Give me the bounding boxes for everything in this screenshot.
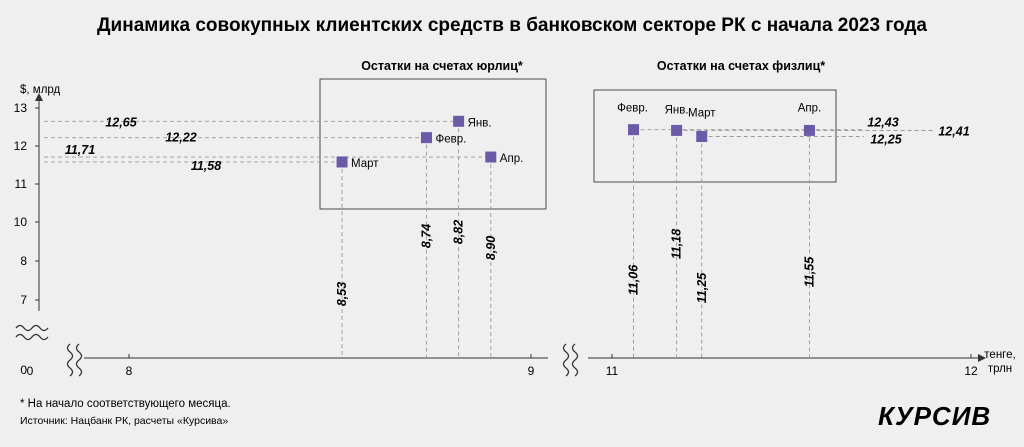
point-month-label: Апр. [500, 153, 524, 165]
x-value-label: 11,18 [670, 229, 684, 259]
point-month-label: Февр. [617, 103, 648, 115]
kursiv-logo: КУРСИВ [878, 401, 991, 431]
x-tick-label: 12 [964, 364, 978, 378]
y-value-label: 11,71 [65, 143, 95, 157]
x-axis-break-icon-2 [562, 343, 579, 377]
individuals-box-title: Остатки на счетах физлиц* [657, 59, 825, 73]
y-tick-label: 7 [20, 293, 27, 307]
x-value-label: 8,53 [335, 282, 349, 306]
y-value-label: 11,58 [191, 159, 221, 173]
y-value-label: 12,22 [165, 131, 196, 145]
y-tick-label: 8 [20, 254, 27, 268]
y-value-label: 12,43 [867, 116, 898, 130]
x-value-label: 8,82 [452, 220, 466, 244]
x-axis-label: тенге, трлн [984, 349, 1015, 375]
point-month-label: Янв. [665, 104, 689, 116]
legal-entities-box-title: Остатки на счетах юрлиц* [361, 59, 523, 73]
data-point-individual-4 [803, 124, 815, 136]
point-month-label: Апр. [798, 102, 822, 114]
y-axis-break-icon [15, 324, 49, 341]
x-tick-label: 11 [606, 364, 619, 378]
point-month-label: Февр. [435, 134, 466, 146]
x-value-label: 11,06 [627, 264, 641, 295]
x-value-label: 11,55 [802, 256, 816, 287]
data-point-legal-2 [420, 132, 432, 144]
point-month-label: Янв. [468, 117, 492, 129]
y-axis-arrow [35, 93, 43, 101]
x-value-label: 11,25 [695, 272, 709, 303]
x-value-label: 8,90 [484, 236, 498, 260]
x-axis-arrow [978, 354, 986, 362]
data-point-legal-4 [485, 151, 497, 163]
y-tick-label: 12 [14, 139, 28, 153]
x-axis-break-icon-1 [66, 343, 83, 377]
x-tick-label: 0 [27, 364, 34, 378]
data-point-individual-1 [628, 124, 640, 136]
point-month-label: Март [351, 158, 379, 170]
x-tick-label: 8 [126, 364, 133, 378]
y-axis-label: $, млрд [20, 84, 61, 96]
chart-title: Динамика совокупных клиентских средств в… [97, 15, 927, 36]
y-tick-label: 11 [15, 177, 28, 191]
point-month-label: Март [688, 108, 716, 120]
data-point-individual-3 [696, 131, 708, 142]
y-tick-label: 13 [14, 101, 28, 115]
y-tick-label: 10 [14, 215, 28, 229]
y-tick-label: 0 [20, 363, 27, 377]
y-value-label: 12,25 [870, 133, 902, 147]
data-point-legal-3 [336, 156, 348, 168]
y-value-label: 12,41 [938, 124, 969, 138]
footnote: * На начало соответствующего месяца. [20, 398, 231, 410]
legal-entities-box [319, 78, 547, 210]
y-value-label: 12,65 [105, 115, 137, 129]
individuals-box [593, 89, 837, 183]
data-point-legal-1 [453, 115, 465, 127]
source-note: Источник: Нацбанк РК, расчеты «Курсива» [20, 415, 228, 427]
x-value-label: 8,74 [419, 224, 433, 248]
data-point-individual-2 [671, 124, 683, 136]
x-tick-label: 9 [528, 364, 535, 378]
